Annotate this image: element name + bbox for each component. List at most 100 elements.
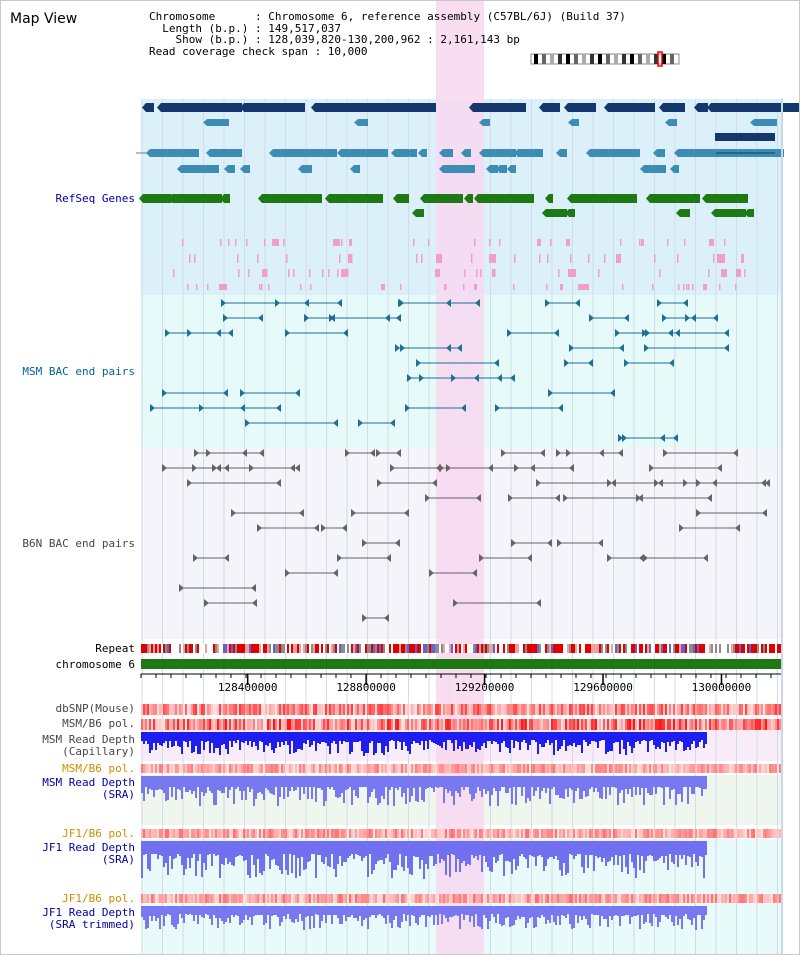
jf1-pol-heatmap-cell <box>563 829 565 838</box>
jf1-sra-trimmed-depth-bar <box>549 906 551 923</box>
jf1-pol-heatmap-cell <box>629 829 631 838</box>
jf1-pol-heatmap-cell <box>167 829 169 838</box>
msm-pol-heatmap-cell <box>527 719 529 730</box>
jf1-pol-heatmap-cell <box>387 829 389 838</box>
msm-bac-pair-end <box>395 344 400 352</box>
msm-pol2-heatmap-cell <box>293 764 295 773</box>
jf1-pol-heatmap-cell <box>347 829 349 838</box>
jf1-pol2-heatmap-cell <box>633 894 635 903</box>
refseq-gene <box>708 194 748 203</box>
repeat-segment <box>329 644 331 653</box>
jf1-pol2-heatmap-cell <box>483 894 485 903</box>
track-label-msm-pol-2[interactable]: MSM/B6 pol. <box>62 762 135 775</box>
jf1-pol-heatmap-cell <box>315 829 317 838</box>
msm-pol-heatmap-cell <box>689 719 691 730</box>
dbsnp-heatmap-cell <box>629 704 631 715</box>
track-label-dbsnp[interactable]: dbSNP(Mouse) <box>55 702 135 715</box>
jf1-pol2-heatmap-cell <box>655 894 657 903</box>
msm-pol-heatmap-cell <box>745 719 747 730</box>
repeat-segment <box>293 644 295 653</box>
msm-bac-pair-end <box>507 329 512 337</box>
jf1-sra-trimmed-depth-bar <box>525 906 527 928</box>
track-label-jf1-pol-1[interactable]: JF1/B6 pol. <box>62 827 135 840</box>
track-label-msm-bac[interactable]: MSM BAC end pairs <box>22 365 135 378</box>
jf1-sra-depth-bar <box>647 841 649 856</box>
repeat-segment <box>607 644 609 653</box>
track-label-b6n-bac[interactable]: B6N BAC end pairs <box>22 537 135 550</box>
track-label-msm-read-depth-capillary[interactable]: MSM Read Depth (Capillary) <box>1 734 135 758</box>
jf1-pol2-heatmap-cell <box>293 894 295 903</box>
msm-capillary-depth-bar <box>621 732 623 740</box>
msm-pol2-heatmap-cell <box>393 764 395 773</box>
msm-sra-depth-bar <box>703 776 705 789</box>
track-label-msm-pol-1[interactable]: MSM/B6 pol. <box>62 717 135 730</box>
msm-capillary-depth-bar <box>421 732 423 741</box>
gene-strand-arrow <box>298 165 302 173</box>
jf1-sra-depth-bar <box>573 841 575 859</box>
jf1-sra-trimmed-depth-bar <box>325 906 327 923</box>
msm-capillary-depth-bar <box>269 732 271 743</box>
dbsnp-heatmap-cell <box>653 704 655 715</box>
msm-capillary-depth-bar <box>161 732 163 746</box>
gene-strand-arrow <box>139 194 143 203</box>
track-label-jf1-read-depth-sra[interactable]: JF1 Read Depth (SRA) <box>1 842 135 866</box>
repeat-segment <box>225 644 227 653</box>
jf1-pol2-heatmap-cell <box>177 894 179 903</box>
msm-capillary-depth-bar <box>687 732 689 747</box>
jf1-pol2-heatmap-cell <box>701 894 703 903</box>
repeat-segment <box>611 644 613 653</box>
jf1-sra-depth-bar <box>603 841 605 858</box>
msm-pol2-heatmap-cell <box>285 764 287 773</box>
dbsnp-heatmap-cell <box>493 704 495 715</box>
jf1-sra-trimmed-depth-bar <box>155 906 157 921</box>
msm-pol2-heatmap-cell <box>779 764 781 773</box>
msm-capillary-depth-bar <box>641 732 643 741</box>
msm-pol2-heatmap-cell <box>727 764 729 773</box>
msm-sra-depth-bar <box>211 776 213 793</box>
msm-pol-heatmap-cell <box>245 719 247 730</box>
repeat-segment <box>253 644 255 653</box>
jf1-sra-depth-bar <box>461 841 463 863</box>
jf1-pol2-heatmap-cell <box>567 894 569 903</box>
gene-strand-arrow <box>704 194 708 203</box>
msm-pol2-heatmap-cell <box>615 764 617 773</box>
msm-pol-heatmap-cell <box>777 719 779 730</box>
track-label-jf1-pol-2[interactable]: JF1/B6 pol. <box>62 892 135 905</box>
jf1-sra-depth-bar <box>175 841 177 858</box>
jf1-sra-depth-bar <box>549 841 551 857</box>
track-label-msm-read-depth-sra[interactable]: MSM Read Depth (SRA) <box>1 777 135 801</box>
jf1-sra-depth-bar <box>277 841 279 866</box>
jf1-pol-heatmap-cell <box>481 829 483 838</box>
msm-pol-heatmap-cell <box>237 719 239 730</box>
msm-pol2-heatmap-cell <box>199 764 201 773</box>
msm-capillary-depth-bar <box>415 732 417 743</box>
msm-pol-heatmap-cell <box>419 719 421 730</box>
track-label-refseq[interactable]: RefSeq Genes <box>55 192 135 205</box>
msm-pol2-heatmap-cell <box>239 764 241 773</box>
jf1-sra-trimmed-depth-bar <box>243 906 245 920</box>
dbsnp-heatmap-cell <box>453 704 455 715</box>
msm-pol2-heatmap-cell <box>765 764 767 773</box>
b6n-bac-pair-end <box>370 449 375 457</box>
dbsnp-heatmap-cell <box>459 704 461 715</box>
msm-pol2-heatmap-cell <box>585 764 587 773</box>
gene-strand-arrow <box>258 194 262 203</box>
jf1-pol-heatmap-cell <box>361 829 363 838</box>
track-label-jf1-read-depth-sra-trimmed[interactable]: JF1 Read Depth (SRA trimmed) <box>1 907 135 931</box>
repeat-segment <box>647 644 649 653</box>
msm-pol2-heatmap-cell <box>355 764 357 773</box>
jf1-sra-depth-bar <box>617 841 619 865</box>
repeat-segment <box>399 644 401 653</box>
jf1-sra-trimmed-depth-bar <box>635 906 637 916</box>
track-label-repeat[interactable]: Repeat <box>95 642 135 655</box>
repeat-segment <box>175 644 177 653</box>
repeat-segment <box>197 644 199 653</box>
jf1-sra-depth-bar <box>177 841 179 854</box>
repeat-track <box>141 644 781 653</box>
jf1-sra-depth-bar <box>241 841 243 856</box>
jf1-pol2-heatmap-cell <box>645 894 647 903</box>
msm-sra-depth-bar <box>615 776 617 788</box>
repeat-segment <box>227 644 229 653</box>
jf1-pol2-heatmap-cell <box>553 894 555 903</box>
